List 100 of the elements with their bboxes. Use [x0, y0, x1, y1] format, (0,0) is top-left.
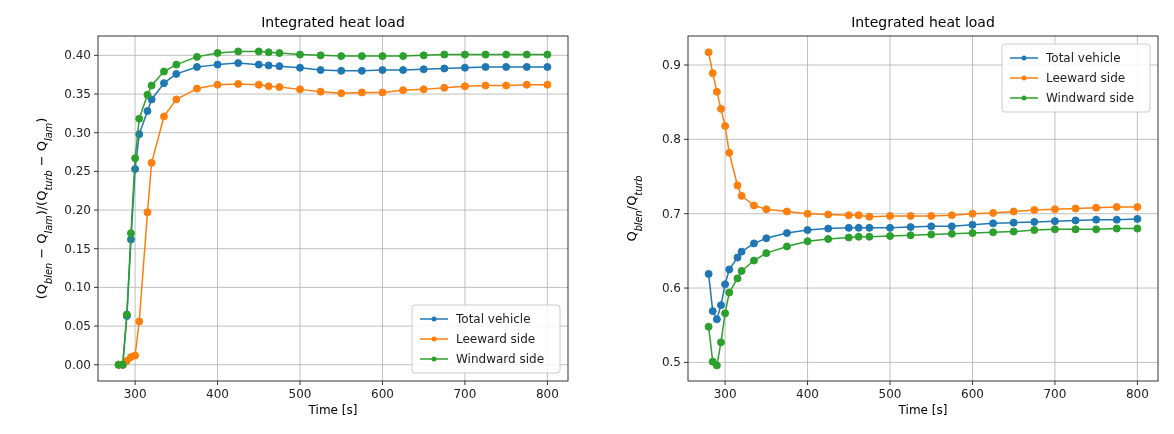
x-tick-label: 300 [713, 387, 737, 401]
point [543, 62, 552, 71]
point [716, 301, 725, 310]
point [264, 61, 273, 70]
point [803, 209, 812, 218]
point [947, 222, 956, 231]
point [886, 211, 895, 220]
point [854, 211, 863, 220]
point [275, 83, 284, 92]
legend-label: Windward side [456, 352, 545, 366]
point [725, 288, 734, 297]
point [947, 229, 956, 238]
point [854, 232, 863, 241]
point [337, 52, 346, 61]
x-tick-label: 600 [371, 387, 394, 401]
point [844, 233, 853, 242]
point [481, 50, 490, 59]
point [762, 249, 771, 258]
point [1030, 217, 1039, 226]
point [254, 47, 263, 56]
point [147, 158, 156, 167]
point [989, 228, 998, 237]
point [316, 87, 325, 96]
point [1133, 214, 1142, 223]
point [296, 50, 305, 59]
point [192, 84, 201, 93]
point [440, 64, 449, 73]
point [749, 201, 758, 210]
point [865, 223, 874, 232]
point [725, 148, 734, 157]
point [1092, 203, 1101, 212]
point [1009, 207, 1018, 216]
y-tick-label: 0.9 [661, 58, 681, 72]
y-tick-label: 0.30 [64, 125, 91, 140]
point [143, 208, 152, 217]
x-axis-title: Time [s] [307, 403, 358, 417]
point [460, 50, 469, 59]
point [159, 79, 168, 88]
point [254, 60, 263, 69]
point [296, 85, 305, 94]
point [131, 351, 140, 360]
point [854, 223, 863, 232]
point [1071, 204, 1080, 213]
point [927, 222, 936, 231]
point [712, 87, 721, 96]
point [1009, 218, 1018, 227]
point [782, 207, 791, 216]
point [213, 49, 222, 58]
point [378, 66, 387, 75]
point [927, 211, 936, 220]
y-tick-label: 0.40 [64, 48, 91, 63]
point [357, 52, 366, 61]
point [1050, 205, 1059, 214]
point [234, 47, 243, 56]
point [1071, 216, 1080, 225]
point [704, 322, 713, 331]
y-tick-label: 0.15 [64, 241, 91, 256]
point [275, 49, 284, 58]
point [712, 315, 721, 324]
point [737, 266, 746, 275]
point [803, 237, 812, 246]
chart-title: Integrated heat load [851, 14, 995, 30]
point [234, 79, 243, 88]
y-tick-label: 0.05 [64, 319, 91, 334]
point [172, 60, 181, 69]
point [1133, 224, 1142, 233]
point [1133, 203, 1142, 212]
point [522, 62, 531, 71]
y-tick-label: 0.00 [64, 357, 91, 372]
point [886, 232, 895, 241]
x-axis-title: Time [s] [897, 403, 948, 417]
point [1112, 224, 1121, 233]
point [481, 81, 490, 90]
point [316, 66, 325, 75]
point [1009, 227, 1018, 236]
y-tick-label: 0.5 [661, 355, 681, 370]
point [275, 62, 284, 71]
y-tick-label: 0.7 [661, 206, 681, 221]
point [906, 211, 915, 220]
point [712, 361, 721, 370]
point [419, 51, 428, 60]
point [782, 229, 791, 238]
point [824, 224, 833, 233]
point [264, 48, 273, 57]
x-tick-label: 700 [453, 387, 477, 401]
point [264, 82, 273, 91]
point [762, 234, 771, 243]
point [440, 50, 449, 59]
point [192, 62, 201, 71]
point [733, 274, 742, 283]
point [147, 81, 156, 90]
y-tick-label: 0.10 [64, 280, 91, 295]
x-tick-label: 800 [1125, 387, 1149, 401]
point [708, 69, 717, 78]
point [704, 269, 713, 278]
x-tick-label: 400 [206, 387, 230, 401]
point [749, 239, 758, 248]
x-tick-label: 500 [878, 387, 902, 401]
point [192, 52, 201, 61]
point [844, 211, 853, 220]
